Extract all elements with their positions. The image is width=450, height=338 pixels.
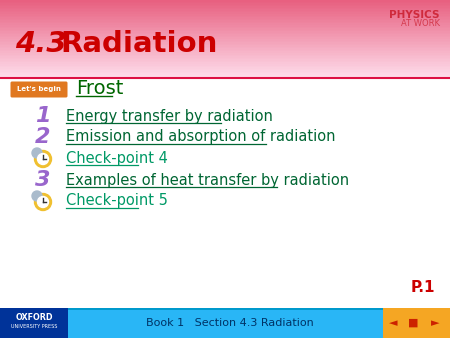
Text: 4.3: 4.3: [15, 30, 67, 58]
Bar: [0, 6, 450, 8]
Bar: [0, 30, 450, 31]
Bar: [0, 2, 450, 3]
Bar: [0, 13, 450, 14]
Bar: [0, 56, 450, 58]
Bar: [0, 53, 450, 55]
Bar: [0, 9, 450, 11]
Bar: [0, 23, 450, 25]
Bar: [0, 3, 450, 5]
Bar: [0, 59, 450, 61]
Bar: [0, 5, 450, 6]
Text: OXFORD: OXFORD: [15, 314, 53, 322]
Circle shape: [32, 148, 42, 158]
Text: 1: 1: [35, 106, 51, 126]
FancyBboxPatch shape: [10, 81, 68, 97]
Text: Let's begin: Let's begin: [17, 87, 61, 93]
Bar: [0, 44, 450, 45]
Bar: [0, 73, 450, 75]
Text: ◄: ◄: [389, 318, 397, 328]
Bar: [0, 75, 450, 76]
Bar: [0, 16, 450, 17]
Bar: [0, 41, 450, 42]
Text: Emission and absorption of radiation: Emission and absorption of radiation: [66, 129, 336, 145]
Text: Frost: Frost: [76, 79, 123, 98]
Bar: [0, 17, 450, 19]
Bar: [0, 31, 450, 33]
Bar: [0, 50, 450, 51]
Bar: [0, 33, 450, 34]
Bar: [0, 25, 450, 26]
Bar: [0, 22, 450, 23]
Text: Radiation: Radiation: [60, 30, 217, 58]
Bar: [0, 39, 450, 41]
Circle shape: [35, 193, 51, 211]
Bar: [0, 70, 450, 72]
Bar: [0, 76, 450, 78]
Text: Book 1   Section 4.3 Radiation: Book 1 Section 4.3 Radiation: [146, 318, 314, 328]
Text: 2: 2: [35, 127, 51, 147]
Bar: [0, 58, 450, 59]
Bar: [0, 26, 450, 28]
Bar: [0, 14, 450, 16]
Circle shape: [32, 191, 42, 201]
Text: PHYSICS: PHYSICS: [390, 10, 440, 20]
Bar: [0, 78, 450, 308]
Bar: [0, 308, 450, 338]
Bar: [0, 19, 450, 20]
Bar: [0, 66, 450, 67]
Circle shape: [37, 196, 49, 208]
Bar: [0, 48, 450, 50]
Text: Check-point 5: Check-point 5: [66, 193, 168, 209]
Bar: [0, 34, 450, 36]
Bar: [0, 20, 450, 22]
Bar: [0, 45, 450, 47]
Bar: [0, 51, 450, 53]
Bar: [0, 308, 450, 310]
Bar: [0, 0, 450, 2]
Bar: [0, 69, 450, 70]
Bar: [0, 47, 450, 48]
Text: Examples of heat transfer by radiation: Examples of heat transfer by radiation: [66, 172, 349, 188]
Bar: [0, 36, 450, 38]
Bar: [0, 63, 450, 64]
Text: 3: 3: [35, 170, 51, 190]
Text: ►: ►: [431, 318, 439, 328]
Bar: [383, 308, 450, 338]
Bar: [0, 67, 450, 69]
Text: UNIVERSITY PRESS: UNIVERSITY PRESS: [11, 323, 57, 329]
Circle shape: [35, 150, 51, 168]
Bar: [0, 61, 450, 63]
Circle shape: [37, 153, 49, 165]
Bar: [0, 28, 450, 30]
Bar: [0, 308, 68, 338]
Text: Energy transfer by radiation: Energy transfer by radiation: [66, 108, 273, 123]
Text: AT WORK: AT WORK: [401, 19, 440, 28]
Bar: [0, 11, 450, 13]
Bar: [0, 55, 450, 56]
Bar: [0, 38, 450, 39]
Bar: [0, 64, 450, 66]
Text: P.1: P.1: [410, 280, 435, 295]
Bar: [0, 42, 450, 44]
Text: ■: ■: [408, 318, 418, 328]
Bar: [0, 8, 450, 9]
Text: Check-point 4: Check-point 4: [66, 150, 168, 166]
Bar: [0, 72, 450, 73]
